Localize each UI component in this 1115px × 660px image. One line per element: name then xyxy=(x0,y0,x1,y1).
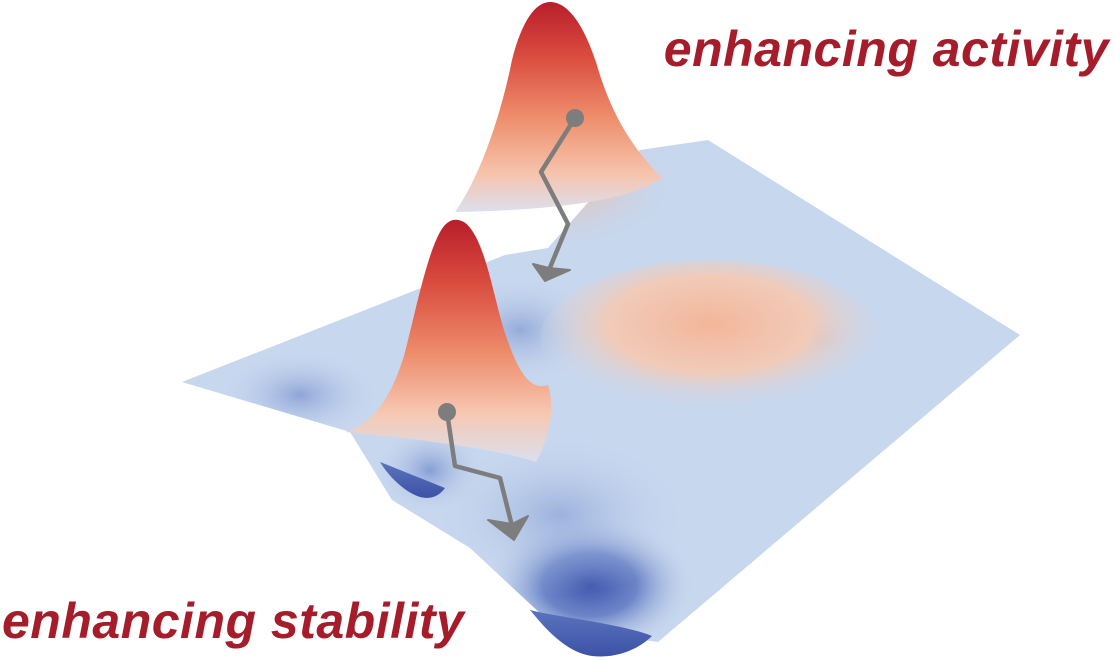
stability-label: enhancing stability xyxy=(2,593,465,649)
stability-path-start xyxy=(438,403,456,421)
left-valley-dip xyxy=(380,462,445,498)
activity-path-start xyxy=(566,109,584,127)
stability-path-arrow xyxy=(444,409,529,541)
activity-peak xyxy=(455,2,662,212)
front-valley-bowl xyxy=(530,610,652,657)
activity-label: enhancing activity xyxy=(663,21,1109,77)
stability-peak xyxy=(345,219,552,462)
activity-path-arrow xyxy=(532,115,578,282)
